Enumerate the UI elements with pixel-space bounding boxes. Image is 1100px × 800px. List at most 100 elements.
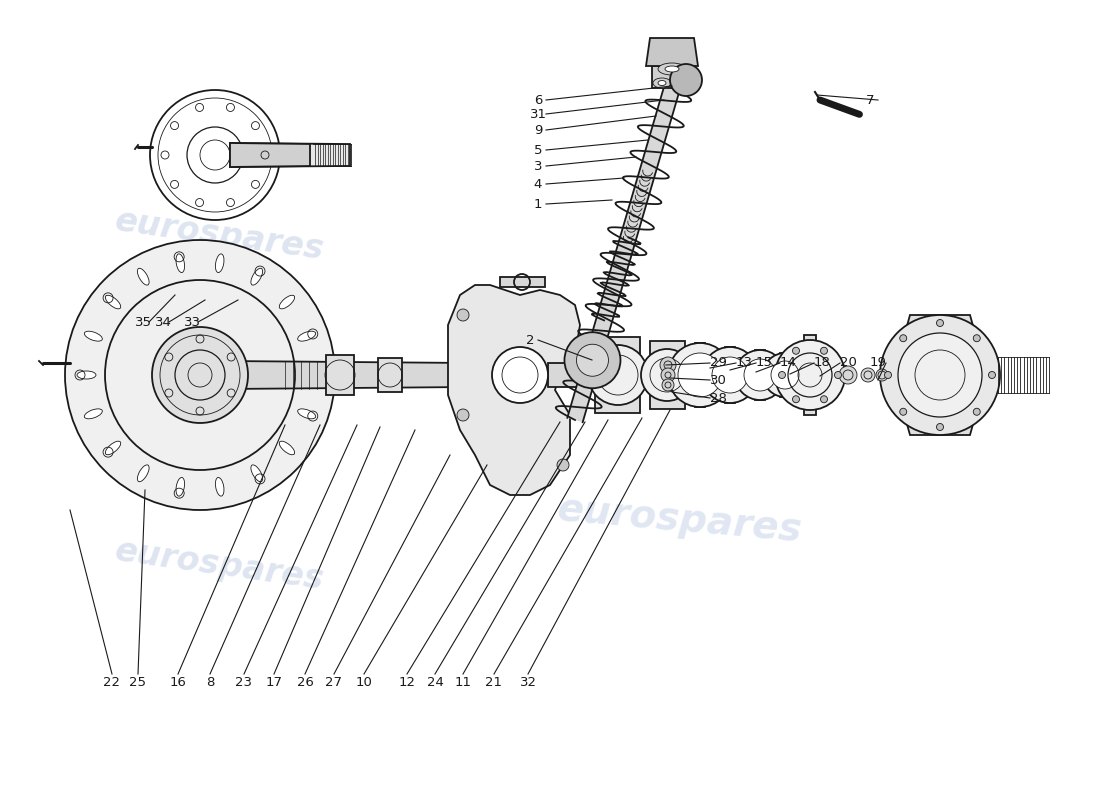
- Circle shape: [876, 369, 888, 381]
- Circle shape: [835, 371, 842, 378]
- Text: 25: 25: [130, 675, 146, 689]
- Text: 35: 35: [134, 315, 152, 329]
- Polygon shape: [595, 337, 640, 413]
- Text: 5: 5: [534, 143, 542, 157]
- Ellipse shape: [176, 254, 185, 273]
- Ellipse shape: [298, 409, 316, 418]
- Text: 29: 29: [710, 357, 726, 370]
- Text: 19: 19: [870, 357, 887, 370]
- Polygon shape: [755, 350, 764, 400]
- Circle shape: [744, 359, 775, 391]
- Circle shape: [779, 371, 785, 378]
- Text: 4: 4: [534, 178, 542, 190]
- Ellipse shape: [658, 63, 686, 75]
- Ellipse shape: [85, 409, 102, 418]
- Circle shape: [880, 315, 1000, 435]
- Ellipse shape: [77, 371, 96, 379]
- Text: 8: 8: [206, 675, 214, 689]
- Text: 17: 17: [265, 675, 283, 689]
- Polygon shape: [650, 341, 685, 409]
- Ellipse shape: [279, 295, 295, 309]
- Text: 34: 34: [155, 315, 172, 329]
- Circle shape: [900, 334, 906, 342]
- Ellipse shape: [106, 295, 121, 309]
- Ellipse shape: [251, 268, 263, 285]
- Text: 16: 16: [169, 675, 186, 689]
- Text: 32: 32: [519, 675, 537, 689]
- Circle shape: [898, 333, 982, 417]
- Ellipse shape: [658, 81, 666, 86]
- Circle shape: [821, 347, 827, 354]
- Circle shape: [152, 327, 248, 423]
- Text: 22: 22: [103, 675, 121, 689]
- Circle shape: [792, 396, 800, 402]
- Polygon shape: [226, 361, 470, 389]
- Text: 27: 27: [326, 675, 342, 689]
- Circle shape: [661, 368, 675, 382]
- Polygon shape: [568, 86, 680, 422]
- Ellipse shape: [176, 478, 185, 496]
- Circle shape: [456, 409, 469, 421]
- Text: 33: 33: [184, 315, 200, 329]
- Text: 2: 2: [526, 334, 535, 346]
- Ellipse shape: [138, 465, 150, 482]
- Polygon shape: [652, 66, 692, 88]
- Text: 24: 24: [427, 675, 443, 689]
- Ellipse shape: [216, 478, 224, 496]
- Polygon shape: [548, 363, 595, 387]
- Circle shape: [576, 344, 608, 376]
- Polygon shape: [905, 315, 975, 435]
- Text: 28: 28: [710, 391, 726, 405]
- Text: 23: 23: [235, 675, 253, 689]
- Ellipse shape: [106, 441, 121, 454]
- Ellipse shape: [138, 268, 150, 285]
- Text: 6: 6: [534, 94, 542, 106]
- Text: 13: 13: [736, 357, 752, 370]
- Circle shape: [702, 347, 758, 403]
- Polygon shape: [326, 355, 354, 395]
- Circle shape: [974, 408, 980, 415]
- Circle shape: [936, 319, 944, 326]
- Ellipse shape: [279, 441, 295, 454]
- Polygon shape: [646, 38, 698, 66]
- Polygon shape: [500, 277, 544, 287]
- Text: 30: 30: [710, 374, 726, 386]
- Polygon shape: [695, 343, 705, 407]
- Text: 11: 11: [454, 675, 472, 689]
- Text: 1: 1: [534, 198, 542, 210]
- Text: 12: 12: [398, 675, 416, 689]
- Circle shape: [735, 350, 785, 400]
- Text: 21: 21: [485, 675, 503, 689]
- Circle shape: [588, 345, 648, 405]
- Circle shape: [660, 357, 676, 373]
- Polygon shape: [230, 143, 310, 167]
- Ellipse shape: [298, 331, 316, 341]
- Circle shape: [456, 309, 469, 321]
- Circle shape: [884, 371, 891, 378]
- Circle shape: [668, 343, 732, 407]
- Text: eurospares: eurospares: [556, 490, 804, 550]
- Ellipse shape: [653, 78, 671, 88]
- Ellipse shape: [304, 371, 323, 379]
- Circle shape: [557, 459, 569, 471]
- Polygon shape: [725, 347, 735, 403]
- Circle shape: [763, 353, 807, 397]
- Polygon shape: [230, 143, 350, 167]
- Circle shape: [821, 396, 827, 402]
- Text: eurospares: eurospares: [113, 534, 327, 596]
- Text: 15: 15: [756, 357, 772, 370]
- Text: 3: 3: [534, 159, 542, 173]
- Circle shape: [900, 408, 906, 415]
- Text: 7: 7: [866, 94, 874, 106]
- Circle shape: [839, 366, 857, 384]
- Polygon shape: [780, 353, 790, 397]
- Circle shape: [771, 361, 799, 389]
- Circle shape: [936, 423, 944, 430]
- Ellipse shape: [216, 254, 224, 273]
- Text: 20: 20: [839, 357, 857, 370]
- Circle shape: [564, 332, 620, 388]
- Circle shape: [776, 340, 845, 410]
- Ellipse shape: [251, 465, 263, 482]
- Polygon shape: [448, 285, 580, 495]
- Text: 26: 26: [297, 675, 313, 689]
